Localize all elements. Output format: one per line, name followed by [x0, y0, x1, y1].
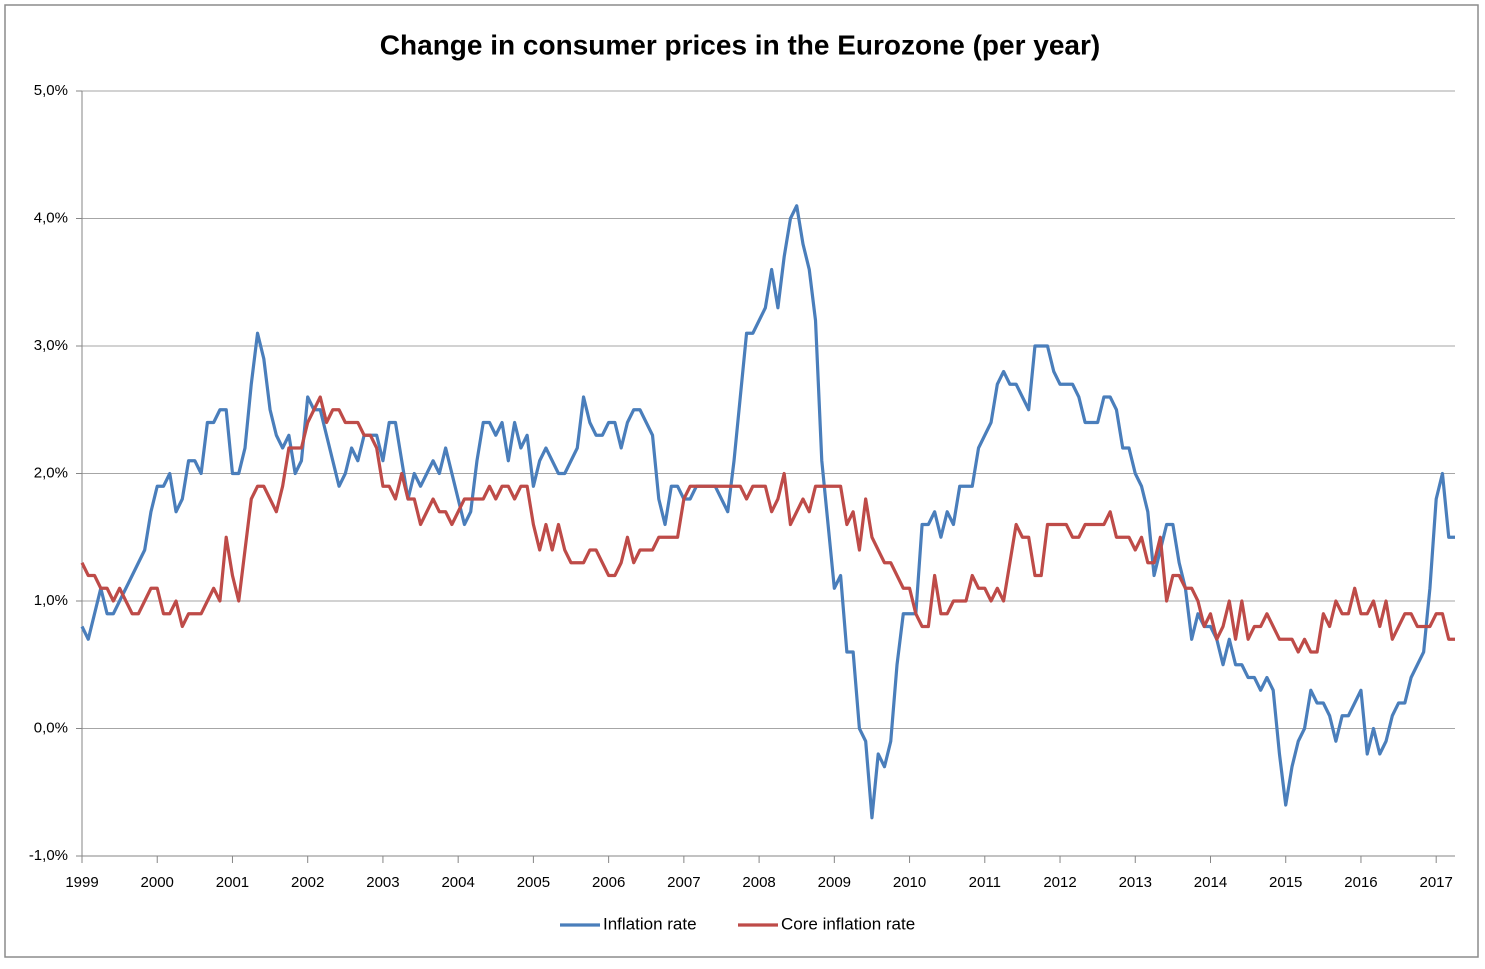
- legend-label: Core inflation rate: [781, 914, 915, 933]
- y-tick-label: 1,0%: [34, 592, 68, 609]
- x-tick-label: 2011: [969, 874, 1001, 891]
- x-tick-label: 2014: [1194, 874, 1227, 891]
- x-tick-label: 2008: [742, 874, 775, 891]
- x-tick-label: 2005: [517, 874, 550, 891]
- x-tick-label: 2004: [441, 874, 474, 891]
- x-tick-label: 2013: [1119, 874, 1152, 891]
- chart-frame: [4, 4, 1479, 958]
- y-tick-label: 3,0%: [34, 337, 68, 354]
- x-tick-label: 2001: [216, 874, 249, 891]
- y-tick-label: 2,0%: [34, 464, 68, 481]
- y-tick-label: 0,0%: [34, 719, 68, 736]
- x-tick-label: 2009: [818, 874, 851, 891]
- y-tick-label: -1,0%: [29, 847, 68, 864]
- x-tick-label: 2002: [291, 874, 324, 891]
- y-tick-label: 5,0%: [34, 82, 68, 99]
- x-tick-label: 2000: [141, 874, 174, 891]
- x-tick-label: 2012: [1043, 874, 1076, 891]
- x-tick-label: 2007: [667, 874, 700, 891]
- x-tick-label: 2017: [1420, 874, 1453, 891]
- x-tick-label: 2016: [1344, 874, 1377, 891]
- series-line: [80, 204, 1455, 820]
- legend-label: Inflation rate: [603, 914, 697, 933]
- x-tick-label: 1999: [65, 874, 98, 891]
- x-tick-label: 2015: [1269, 874, 1302, 891]
- x-tick-label: 2010: [893, 874, 926, 891]
- chart-title: Change in consumer prices in the Eurozon…: [380, 29, 1100, 60]
- y-tick-label: 4,0%: [34, 209, 68, 226]
- x-tick-label: 2003: [366, 874, 399, 891]
- x-tick-label: 2006: [592, 874, 625, 891]
- series-line: [80, 395, 1455, 654]
